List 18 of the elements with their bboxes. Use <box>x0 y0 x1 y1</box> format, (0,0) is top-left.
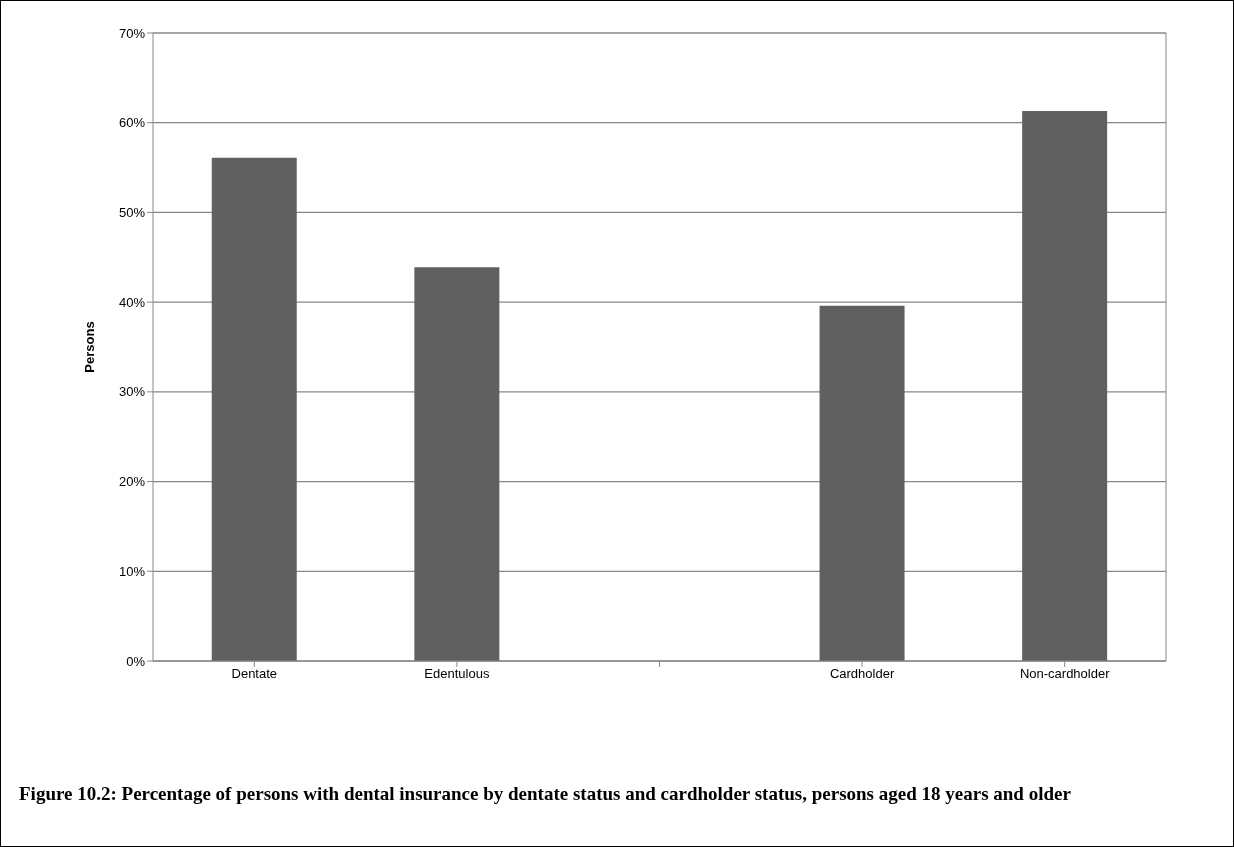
y-tick-label: 40% <box>118 294 146 310</box>
y-tick-label: 30% <box>118 384 146 400</box>
y-tick-label: 70% <box>118 25 146 41</box>
bar <box>211 157 297 661</box>
y-tick-label: 10% <box>118 563 146 579</box>
x-tick-label: Cardholder <box>829 666 895 682</box>
bar <box>1022 111 1108 661</box>
x-tick-label: Edentulous <box>424 666 490 682</box>
y-tick-label: 20% <box>118 474 146 490</box>
y-axis-title: Persons <box>81 321 97 373</box>
text: Figure 10.2: Percentage of persons with dental insurance by dentate status and cardholder status, persons aged 18 years and older <box>19 782 1072 806</box>
y-tick-label: 50% <box>118 205 146 221</box>
x-tick-label: Dentate <box>231 666 278 682</box>
bar <box>414 267 500 661</box>
bar <box>819 305 905 661</box>
y-tick-label: 60% <box>118 115 146 131</box>
y-tick-label: 0% <box>126 653 146 669</box>
x-tick-label: Non-cardholder <box>1019 666 1111 682</box>
